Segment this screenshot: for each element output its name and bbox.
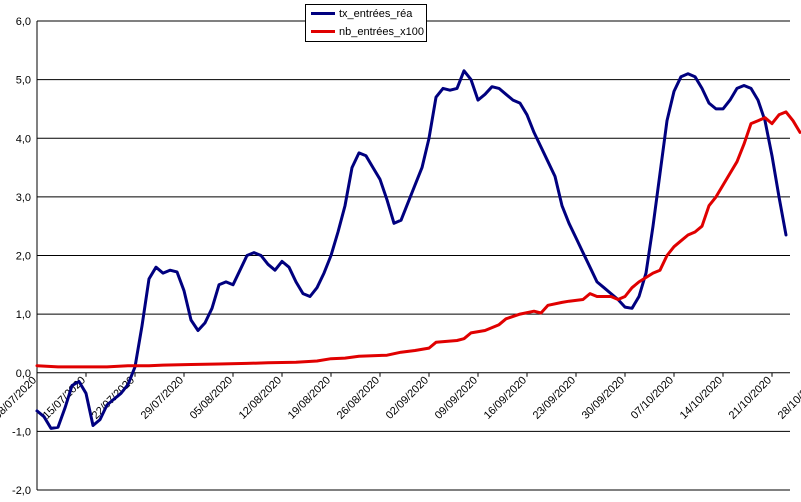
y-tick-label: 1,0 — [16, 309, 31, 321]
y-tick-label: -2,0 — [12, 485, 31, 497]
y-tick-labels: -2,0 -1,0 0,0 1,0 2,0 3,0 4,0 5,0 6,0 — [12, 16, 31, 497]
x-tick-label: 07/10/2020 — [629, 374, 676, 421]
y-tick-label: 4,0 — [16, 133, 31, 145]
series-lines — [35, 69, 801, 430]
series-line-0 — [35, 69, 788, 430]
x-tick-label: 16/09/2020 — [482, 374, 529, 421]
y-tick-label: -1,0 — [12, 426, 31, 438]
x-tick-label: 02/09/2020 — [384, 374, 431, 421]
x-tick-labels: 08/07/2020 15/07/2020 22/07/2020 29/07/2020… — [0, 374, 801, 421]
legend: tx_entrées_réa nb_entrées_x100 — [305, 4, 427, 42]
y-tick-label: 3,0 — [16, 192, 31, 204]
y-tick-label: 2,0 — [16, 251, 31, 263]
x-tick-label: 15/07/2020 — [41, 374, 88, 421]
series-line-1 — [35, 110, 801, 369]
legend-label-nb-entrees: nb_entrées_x100 — [339, 26, 425, 38]
x-tick-label: 26/08/2020 — [335, 374, 382, 421]
legend-label-tx-entrees-rea: tx_entrées_réa — [339, 8, 413, 20]
x-tick-label: 28/10/2020 — [776, 374, 801, 421]
gridlines — [37, 20, 790, 491]
x-tick-label: 23/09/2020 — [531, 374, 578, 421]
x-tick-label: 30/09/2020 — [580, 374, 627, 421]
x-tick-label: 19/08/2020 — [286, 374, 333, 421]
x-tick-label: 08/07/2020 — [0, 374, 39, 421]
legend-swatch-blue — [311, 12, 335, 15]
x-tick-label: 21/10/2020 — [727, 374, 774, 421]
y-tick-label: 0,0 — [16, 368, 31, 380]
y-tick-label: 6,0 — [16, 16, 31, 28]
legend-item-tx-entrees-rea: tx_entrées_réa — [306, 6, 424, 22]
y-tick-label: 5,0 — [16, 75, 31, 87]
x-tick-label: 14/10/2020 — [678, 374, 725, 421]
x-tick-label: 09/09/2020 — [433, 374, 480, 421]
x-tick-label: 12/08/2020 — [237, 374, 284, 421]
legend-item-nb-entrees: nb_entrées_x100 — [306, 24, 424, 40]
x-tick-label: 29/07/2020 — [139, 374, 186, 421]
x-tick-label: 05/08/2020 — [188, 374, 235, 421]
legend-swatch-red — [311, 30, 335, 33]
